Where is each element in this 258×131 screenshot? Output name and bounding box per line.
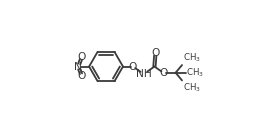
Text: CH$_3$: CH$_3$ xyxy=(183,51,201,64)
Text: O: O xyxy=(78,52,86,62)
Text: N: N xyxy=(74,62,82,72)
Text: CH$_3$: CH$_3$ xyxy=(186,66,204,79)
Text: O: O xyxy=(151,48,159,58)
Text: NH: NH xyxy=(136,69,152,79)
Text: CH$_3$: CH$_3$ xyxy=(183,82,201,94)
Text: O: O xyxy=(159,68,167,78)
Text: O: O xyxy=(129,62,137,72)
Text: O: O xyxy=(78,71,86,81)
